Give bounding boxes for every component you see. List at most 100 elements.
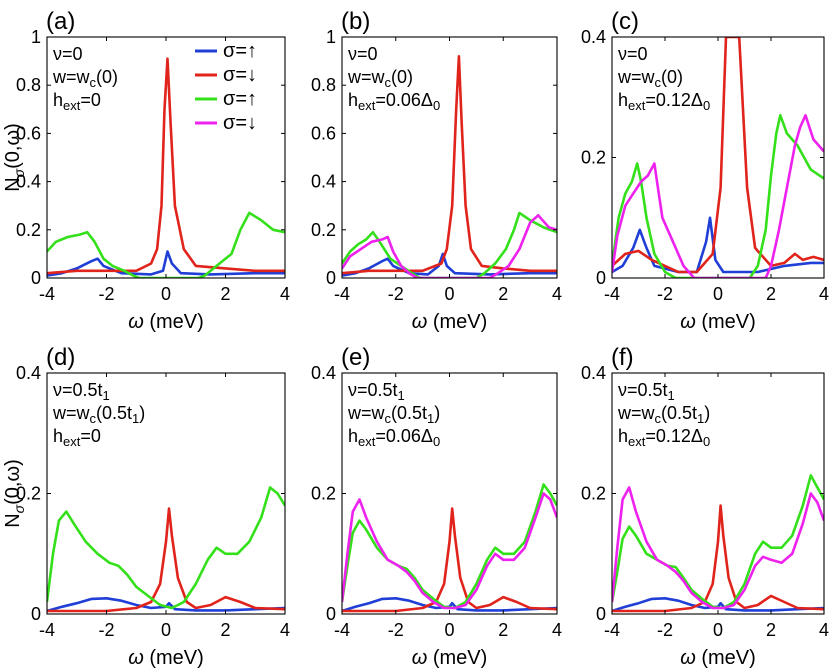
chart-e-ytick-label: 0 [326,604,336,624]
chart-b-xtick-label: -2 [388,284,404,304]
chart-d-annotation-1: w=wc(0.5t1) [52,403,145,426]
chart-c-xlabel: ω (meV) [680,311,756,333]
chart-c-series-2 [612,114,824,278]
chart-e-ytick-label: 0.4 [311,363,336,383]
chart-e-xtick-label: -2 [388,620,404,640]
chart-b-xtick-label: 0 [444,284,454,304]
chart-b-annotation-2: hext=0.06Δ0 [348,90,440,113]
chart-f-xtick-label: 4 [819,620,829,640]
chart-d-ytick-label: 0 [31,604,41,624]
chart-b-ytick-label: 0.4 [311,172,336,192]
chart-a-xtick-label: -2 [98,284,114,304]
chart-a-annotation-2: hext=0 [53,90,101,113]
chart-c-ytick-label: 0.2 [581,148,606,168]
chart-d-annotation-2: hext=0 [53,426,101,449]
chart-b-panel-label: (b) [341,8,370,35]
chart-c-series-0 [612,216,824,274]
chart-c-series-1 [612,37,824,274]
chart-f-panel-label: (f) [611,344,634,371]
chart-c-ytick-label: 0 [596,268,606,288]
chart-b-xtick-label: 4 [552,284,562,304]
chart-c-series-3 [612,114,824,278]
chart-f-xtick-label: 2 [766,620,776,640]
chart-a-series-2 [47,211,285,278]
chart-a-annotation-1: w=wc(0) [52,67,118,90]
chart-a-ytick-label: 0.6 [16,123,41,143]
chart-c-xtick-label: -2 [657,284,673,304]
chart-f: -4 -2 0 2 4 0 0.2 0.4 ω (meV) (f) ν=0.5t1w=wc(0.5t… [581,344,829,669]
chart-d-ytick-label: 0.2 [16,484,41,504]
chart-a-xlabel: ω (meV) [128,311,204,333]
chart-f-annotation-1: w=wc(0.5t1) [617,403,710,426]
chart-c-annotation-1: w=wc(0) [617,67,683,90]
chart-f-series-1 [612,504,824,613]
chart-a-panel-label: (a) [46,8,75,35]
chart-b-ytick-label: 0.8 [311,75,336,95]
chart-f-annotation-2: hext=0.12Δ0 [618,426,710,449]
chart-d-panel-label: (d) [46,344,75,371]
chart-f-xtick-label: -4 [604,620,620,640]
chart-a-legend-label-3: σ=↓ [223,112,257,134]
chart-e-xtick-label: 0 [444,620,454,640]
chart-b-ytick-label: 1 [326,27,336,47]
chart-d-xtick-label: 2 [220,620,230,640]
chart-c-annotation-2: hext=0.12Δ0 [618,90,710,113]
chart-d-xtick-label: 0 [161,620,171,640]
chart-d-xtick-label: 4 [280,620,290,640]
chart-b-xtick-label: -4 [334,284,350,304]
chart-e-series-1 [342,507,557,613]
chart-a-xtick-label: 4 [280,284,290,304]
chart-c-ytick-label: 0.4 [581,27,606,47]
chart-a-legend-label-1: σ=↓ [223,64,257,86]
chart-c-xtick-label: 4 [819,284,829,304]
chart-a-xtick-label: 2 [220,284,230,304]
chart-e-series-0 [342,597,557,613]
chart-c-xtick-label: 2 [766,284,776,304]
chart-a-annotation-0: ν=0 [53,44,83,64]
chart-b-annotation-0: ν=0 [348,44,378,64]
chart-d-ylabel: Nσ(0,ω) [2,459,27,528]
chart-c-xtick-label: 0 [713,284,723,304]
chart-a-ytick-label: 0 [31,268,41,288]
chart-e-ytick-label: 0.2 [311,484,336,504]
chart-f-series-0 [612,597,824,613]
chart-f-series-3 [612,486,824,610]
chart-d-xtick-label: -4 [39,620,55,640]
chart-b-series-0 [342,252,557,277]
chart-f-ytick-label: 0.4 [581,363,606,383]
chart-a-ylabel: Nσ(0,ω) [2,123,27,192]
chart-e-panel-label: (e) [341,344,370,371]
chart-b-ytick-label: 0 [326,268,336,288]
chart-a-ytick-label: 0.2 [16,220,41,240]
chart-e: -4 -2 0 2 4 0 0.2 0.4 ω (meV) (e) ν=0.5t1w=wc(0.5t… [311,344,562,669]
chart-e-series-3 [342,492,557,610]
chart-d-annotation-0: ν=0.5t1 [53,380,110,403]
chart-a-legend-label-2: σ=↑ [223,88,257,110]
chart-f-annotation-0: ν=0.5t1 [618,380,675,403]
chart-c: -4 -2 0 2 4 0 0.2 0.4 ω (meV) (c) ν=0 w=wc(0)hext=0… [581,8,829,333]
chart-a: -4 -2 0 2 4 0 0.2 0.4 0.6 0.8 1 ω (meV) Nσ(0,ω) (a) ν=… [2,8,290,333]
chart-d-xlabel: ω (meV) [128,647,204,669]
chart-b-series-2 [342,211,557,278]
chart-e-annotation-2: hext=0.06Δ0 [348,426,440,449]
chart-e-xtick-label: 4 [552,620,562,640]
chart-e-xtick-label: 2 [498,620,508,640]
chart-b-xlabel: ω (meV) [412,311,488,333]
chart-f-xtick-label: 0 [713,620,723,640]
chart-d-xtick-label: -2 [98,620,114,640]
chart-f-ytick-label: 0.2 [581,484,606,504]
chart-d: -4 -2 0 2 4 0 0.2 0.4 ω (meV) Nσ(0,ω) (d) ν=0.5t1w=… [2,344,290,669]
chart-b-series-3 [342,214,557,278]
chart-b-ytick-label: 0.2 [311,220,336,240]
chart-c-annotation-0: ν=0 [618,44,648,64]
chart-b-ytick-label: 0.6 [311,123,336,143]
chart-e-xtick-label: -4 [334,620,350,640]
chart-a-xtick-label: 0 [161,284,171,304]
chart-c-panel-label: (c) [611,8,639,35]
chart-e-annotation-0: ν=0.5t1 [348,380,405,403]
chart-b-xtick-label: 2 [498,284,508,304]
chart-d-series-1 [47,507,285,613]
chart-c-xtick-label: -4 [604,284,620,304]
chart-a-ytick-label: 0.4 [16,172,41,192]
chart-a-series-0 [47,250,285,277]
